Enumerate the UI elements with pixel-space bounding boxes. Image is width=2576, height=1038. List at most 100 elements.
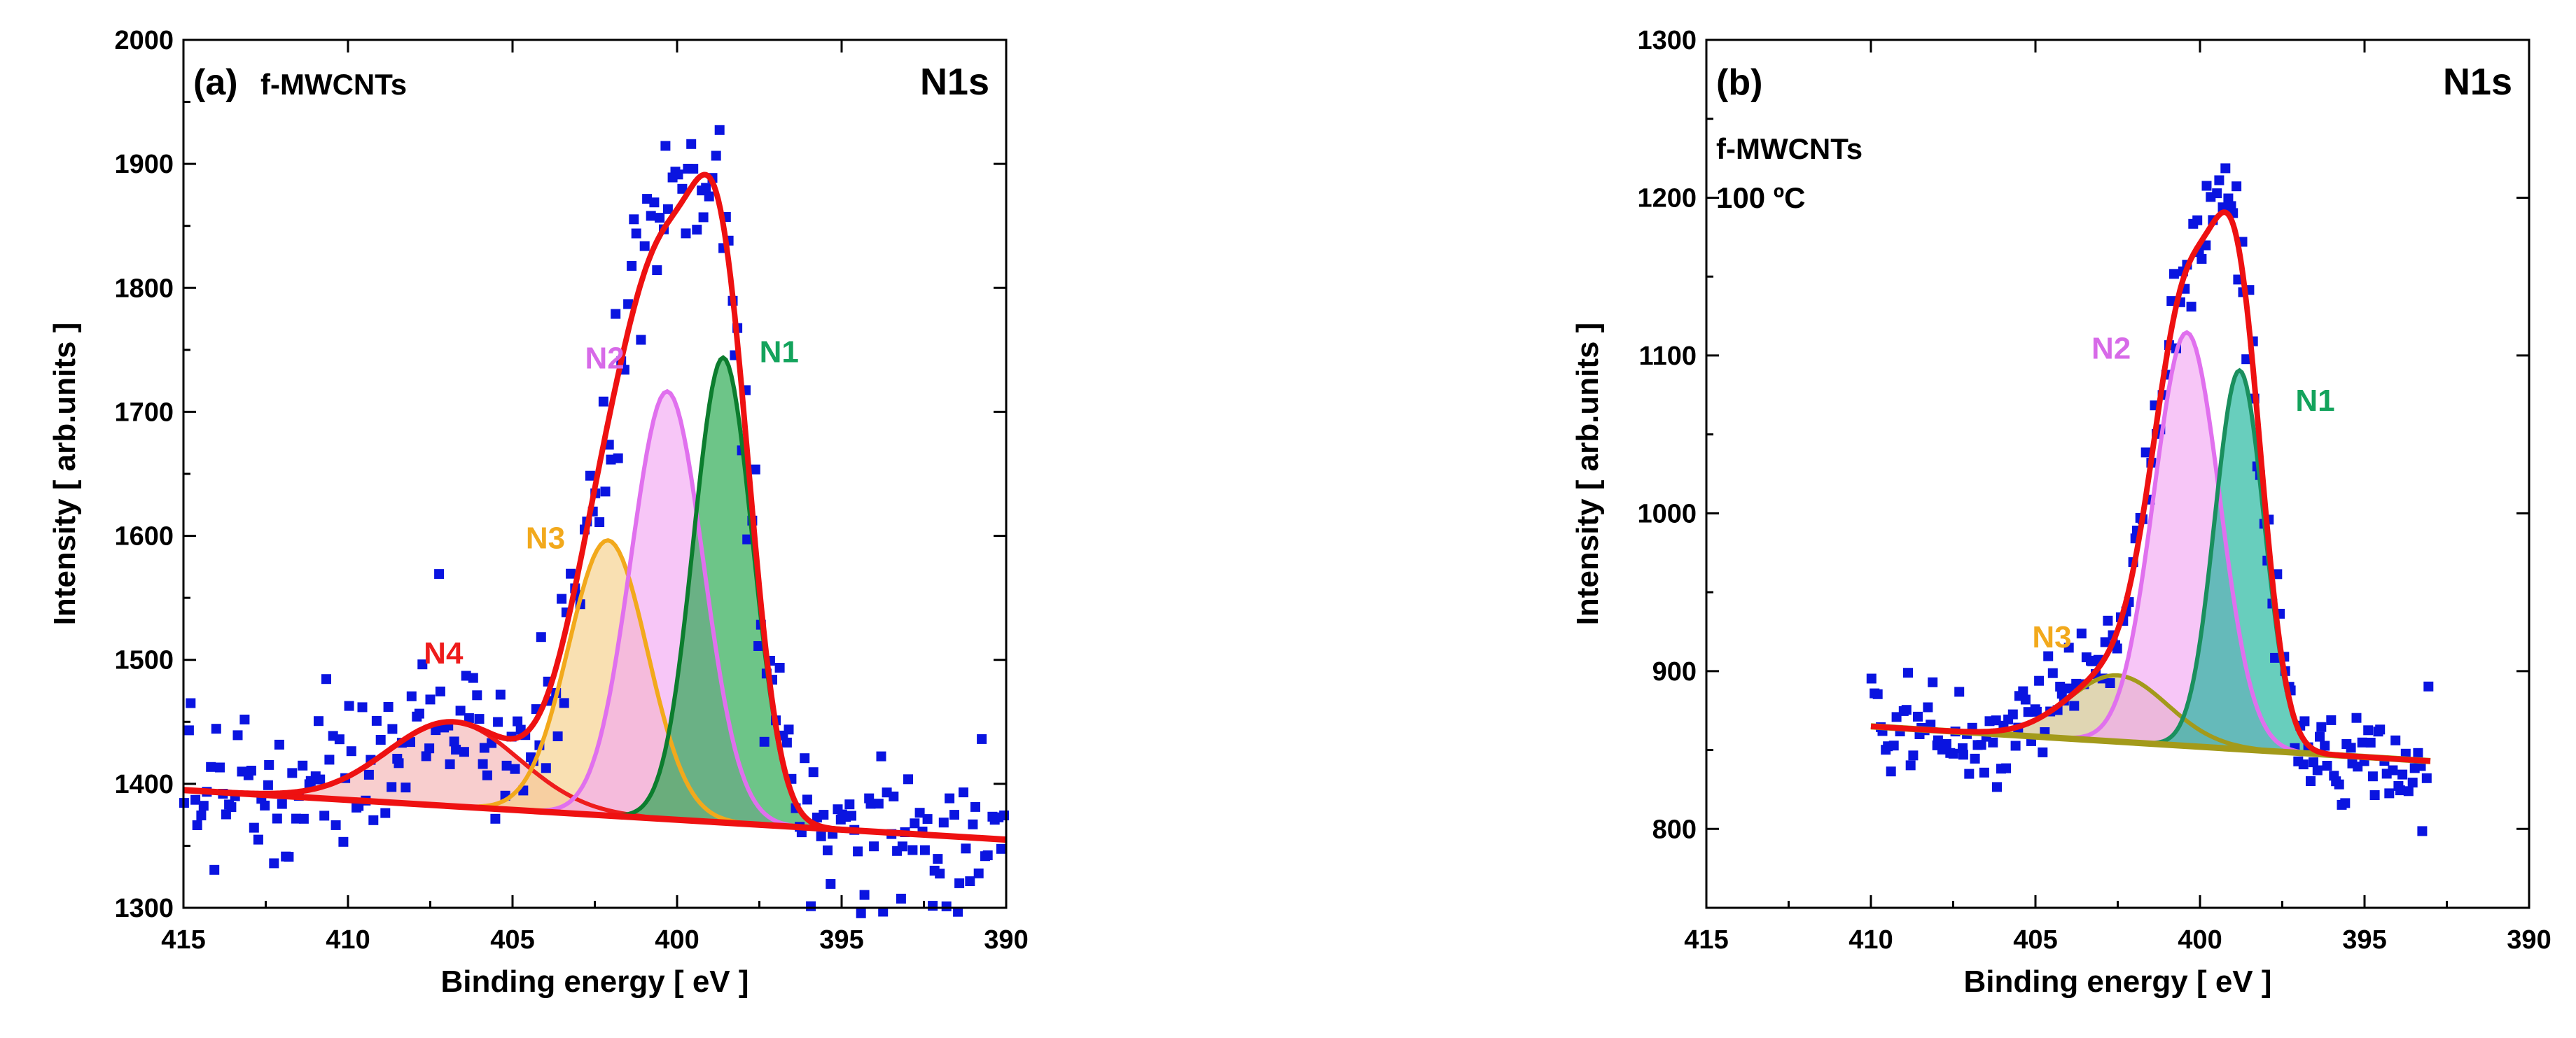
data-point (649, 197, 660, 208)
data-point (513, 716, 523, 727)
data-point (186, 698, 196, 708)
panel-b-peak-labels: N1 N2 N3 (2032, 331, 2334, 654)
data-point (321, 674, 331, 685)
data-point (417, 659, 428, 670)
data-point (1988, 737, 1998, 748)
data-point (2192, 215, 2203, 225)
panel-b-fit-lines (1870, 209, 2432, 764)
x-tick-label: 390 (984, 925, 1028, 955)
data-point (2201, 181, 2212, 191)
data-point (2063, 643, 2074, 653)
data-point (982, 850, 993, 860)
data-point (2034, 675, 2045, 686)
data-point (623, 299, 634, 309)
data-point (973, 868, 984, 878)
data-point (239, 715, 250, 724)
data-point (959, 787, 968, 798)
peak-label-n1: N1 (760, 335, 799, 370)
data-point (455, 706, 466, 716)
data-point (2365, 738, 2376, 748)
data-point (2306, 776, 2316, 786)
data-point (478, 759, 488, 769)
data-point (1976, 740, 1986, 750)
panel-b-region-label: N1s (2443, 61, 2512, 103)
data-point (800, 753, 810, 764)
peak-label-n1: N1 (2295, 384, 2334, 418)
data-point (996, 843, 1006, 854)
data-point (876, 751, 886, 762)
data-point (566, 568, 576, 579)
peak-label-n4: N4 (424, 636, 464, 671)
data-point (253, 834, 263, 845)
x-tick-label: 415 (1684, 925, 1728, 955)
data-point (1886, 766, 1896, 777)
data-point (474, 714, 485, 724)
data-point (869, 841, 879, 852)
data-point (459, 747, 469, 757)
data-point (424, 743, 435, 754)
panel-a-fit-lines (182, 171, 1008, 843)
panel-b-label: (b) (1716, 62, 1762, 103)
data-point (387, 724, 398, 734)
peak-n2-fill (515, 391, 819, 829)
data-point (2047, 668, 2058, 678)
data-point (2241, 354, 2252, 365)
data-point (2010, 741, 2021, 751)
fit-envelope (1870, 209, 2432, 764)
data-point (1958, 750, 1968, 760)
data-point (451, 745, 461, 755)
panel-a-x-axis-title: Binding energy [ eV ] (440, 965, 749, 999)
data-point (2326, 715, 2337, 725)
y-tick-label: 1800 (114, 274, 174, 303)
data-point (655, 213, 665, 223)
data-point (291, 813, 301, 824)
data-point (406, 691, 417, 701)
data-point (2031, 706, 2042, 717)
data-point (933, 854, 943, 864)
data-point (636, 335, 646, 345)
data-point (673, 169, 683, 180)
data-point (2315, 731, 2325, 742)
data-point (856, 908, 866, 918)
data-point (922, 814, 933, 825)
data-point (559, 698, 569, 708)
data-point (330, 820, 341, 830)
data-point (557, 594, 567, 604)
data-point (2384, 788, 2395, 799)
y-tick-label: 1300 (1637, 26, 1697, 55)
data-point (249, 822, 259, 833)
x-tick-label: 395 (819, 925, 863, 955)
data-point (192, 820, 202, 830)
data-point (2413, 748, 2423, 758)
data-point (903, 774, 913, 785)
data-point (1923, 702, 1933, 713)
data-point (1991, 715, 2001, 726)
panel-b-sample-label: f-MWCNTs (1716, 132, 1863, 165)
data-point (334, 734, 344, 745)
y-tick-label: 1000 (1637, 499, 1697, 528)
data-point (750, 464, 760, 475)
data-point (2351, 713, 2362, 723)
data-point (965, 876, 975, 886)
data-point (711, 150, 721, 161)
data-point (2220, 163, 2231, 174)
data-point (183, 725, 194, 736)
data-point (380, 808, 391, 818)
data-point (688, 164, 699, 174)
data-point (232, 730, 243, 741)
panel-b-temperature-label: 100 ºC (1716, 181, 1805, 214)
data-point (949, 810, 959, 820)
panel-b-y-axis-title: Intensity [ arb.units ] (1571, 323, 1605, 626)
data-point (434, 569, 445, 580)
fit-envelope (182, 171, 1008, 843)
panel-b-chart: 415 410 405 400 395 390 800 900 1000 1100 1200 1300… (1571, 26, 2551, 999)
data-point (961, 843, 971, 854)
data-point (2421, 773, 2432, 783)
data-point (686, 139, 697, 149)
data-point (2322, 761, 2332, 771)
y-tick-label: 800 (1652, 815, 1697, 844)
data-point (2334, 779, 2344, 790)
data-point (2186, 302, 2196, 312)
data-point (646, 211, 656, 221)
data-point (2369, 790, 2380, 800)
